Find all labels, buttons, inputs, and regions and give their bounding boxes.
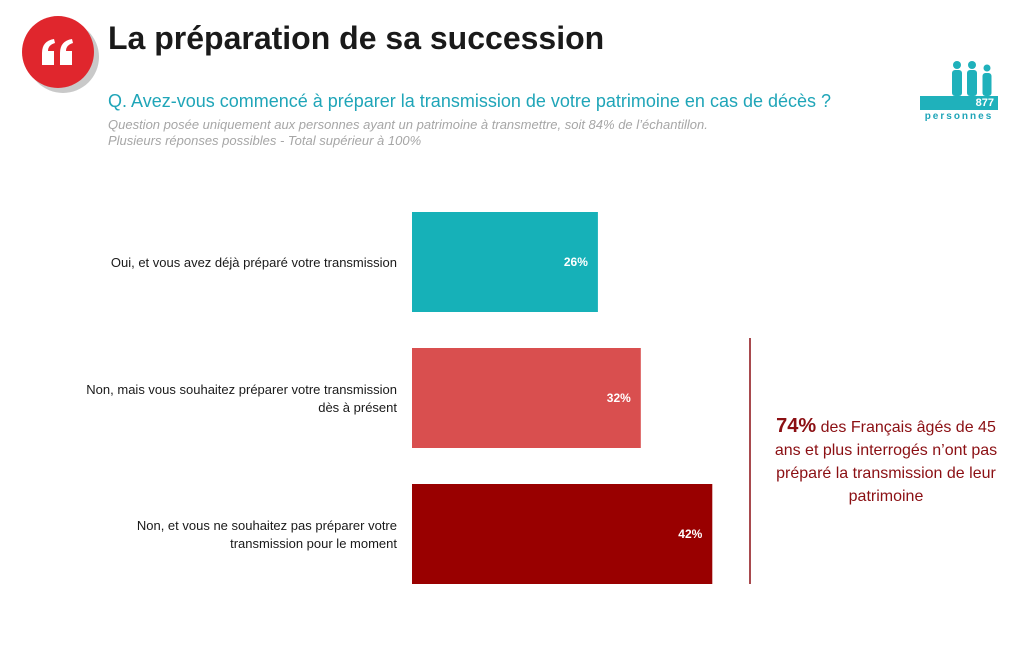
survey-question: Q. Avez-vous commencé à préparer la tran… (108, 91, 832, 111)
callout-text: 74% des Français âgés de 45 ans et plus … (762, 415, 1010, 508)
category-label-2-line-1: Non, mais vous souhaitez préparer votre … (86, 382, 397, 397)
bar-value-label-3: 42% (678, 527, 702, 541)
sample-size-badge: 877 personnes (920, 60, 998, 126)
question-note: Question posée uniquement aux personnes … (108, 117, 708, 132)
category-label-3-line-1: Non, et vous ne souhaitez pas préparer v… (137, 518, 397, 533)
quote-logo (22, 16, 94, 88)
page-title: La préparation de sa succession (108, 20, 605, 56)
category-label-1-line-1: Oui, et vous avez déjà préparé votre tra… (111, 255, 397, 270)
callout-body: des Français âgés de 45 ans et plus inte… (774, 419, 998, 505)
callout-highlight: 74% (776, 415, 817, 437)
bar-value-label-2: 32% (607, 391, 631, 405)
multiple-answers-note: Plusieurs réponses possibles - Total sup… (108, 133, 422, 148)
sample-label: personnes (924, 111, 994, 122)
people-icon (952, 61, 992, 96)
sample-count: 877 (975, 97, 994, 109)
bar-3 (412, 484, 713, 584)
category-label-2-line-2: dès à présent (318, 400, 397, 415)
bar-1 (412, 212, 598, 312)
sample-bar (920, 96, 998, 110)
quote-icon (42, 39, 73, 65)
bar-2 (412, 348, 641, 448)
bar-value-label-1: 26% (564, 255, 588, 269)
category-label-3-line-2: transmission pour le moment (230, 536, 397, 551)
